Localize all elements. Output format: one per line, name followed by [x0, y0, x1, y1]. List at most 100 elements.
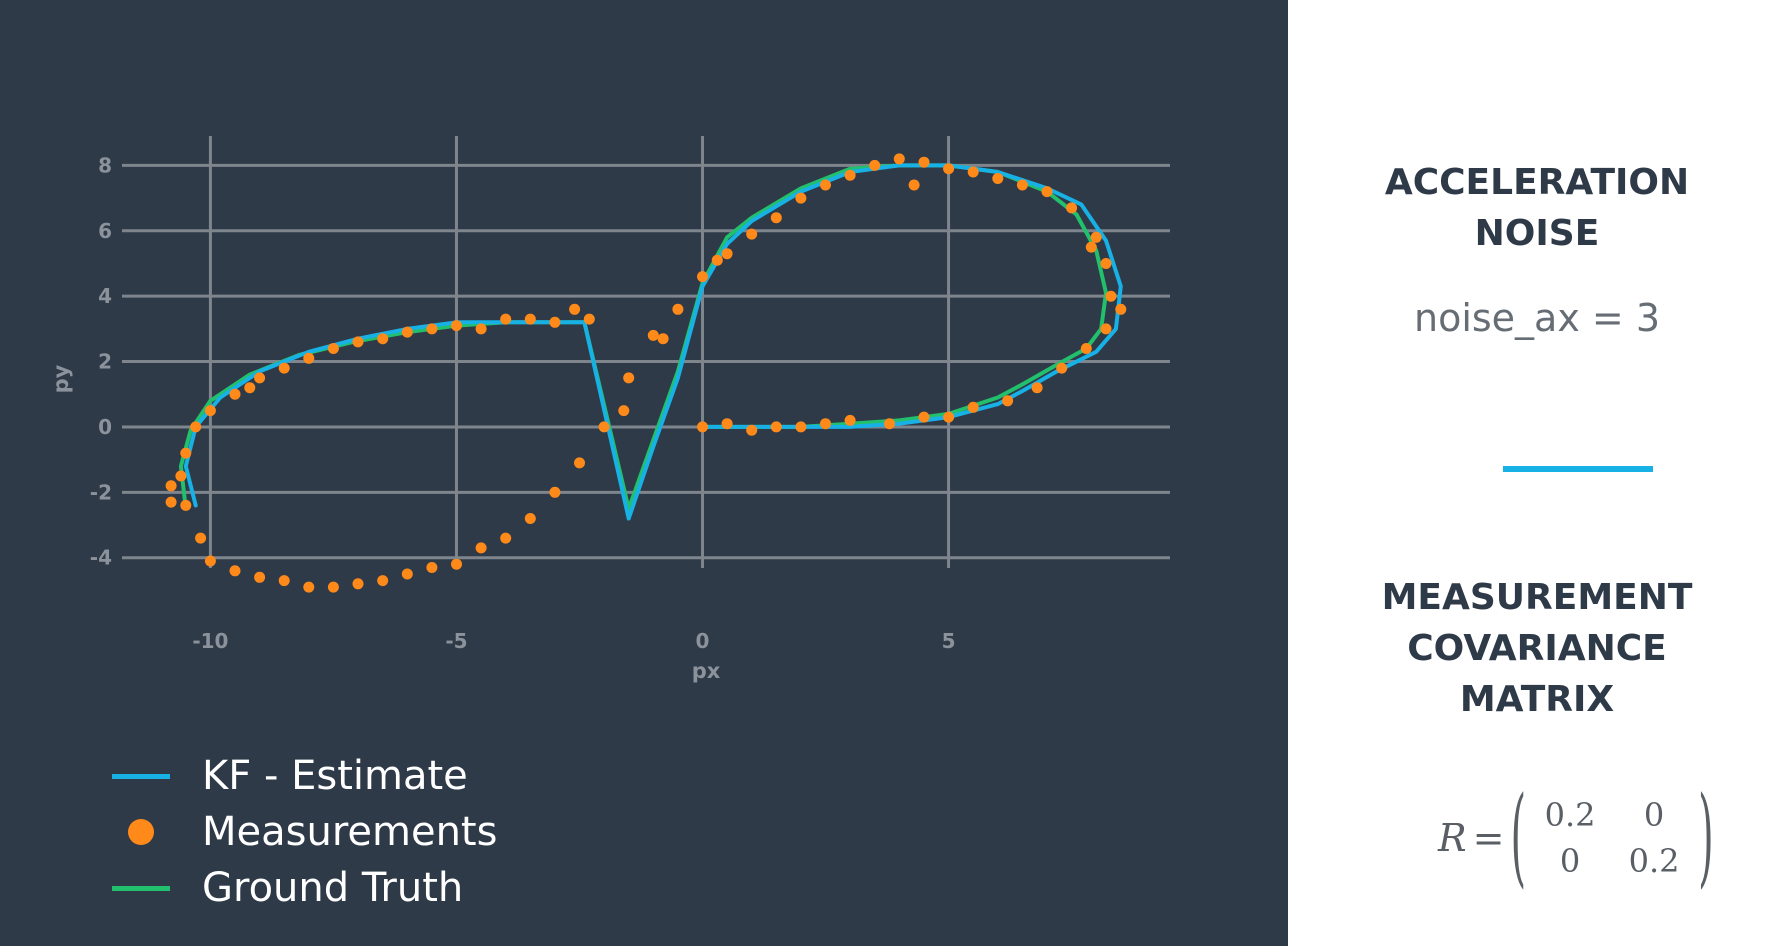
measurement-point: [451, 558, 462, 570]
measurement-point: [574, 457, 585, 469]
legend: KF - Estimate Measurements Ground Truth: [112, 748, 497, 916]
measurement-point: [820, 418, 831, 430]
measurement-point: [180, 499, 192, 511]
measurement-point: [1080, 343, 1092, 354]
matrix-cell: 0.2: [1544, 796, 1596, 834]
kf-estimate-swatch: [112, 773, 170, 779]
measurement-point: [820, 179, 831, 191]
series-line: [178, 163, 1108, 511]
measurement-point: [1066, 202, 1078, 214]
measurement-point: [1056, 362, 1068, 374]
measurement-point: [303, 581, 315, 593]
measurement-point: [377, 333, 389, 345]
measurement-point: [1100, 323, 1112, 335]
y-tick-label: -2: [90, 480, 112, 504]
measurement-point: [721, 418, 733, 430]
measurement-point: [618, 405, 630, 417]
measurement-point: [1105, 290, 1117, 302]
measurement-point: [352, 578, 364, 590]
right-paren: ): [1698, 775, 1714, 901]
x-axis-label: px: [692, 659, 721, 683]
measurement-point: [623, 372, 635, 384]
measurement-point: [908, 179, 920, 191]
covariance-matrix: R = ( 0.2 0 0 0.2 ): [1438, 782, 1714, 894]
legend-item-kf-estimate: KF - Estimate: [112, 748, 497, 804]
measurement-point: [569, 303, 581, 315]
measurement-point: [165, 480, 177, 492]
x-tick-label: 0: [696, 629, 710, 653]
measurement-point: [244, 382, 256, 394]
measurement-point: [1031, 382, 1043, 394]
measurement-point: [278, 362, 290, 374]
y-tick-label: -4: [90, 546, 112, 570]
acceleration-title-line2: NOISE: [1474, 213, 1600, 254]
legend-label-measurements: Measurements: [202, 809, 498, 855]
measurement-point: [918, 411, 930, 423]
measurement-point: [992, 173, 1004, 184]
measurement-point: [180, 447, 192, 459]
measurement-point: [426, 323, 438, 335]
parameters-panel: ACCELERATION NOISE noise_ax = 3 MEASUREM…: [1288, 0, 1786, 946]
y-axis-label: py: [49, 364, 73, 393]
acceleration-title-line1: ACCELERATION: [1384, 162, 1690, 203]
measurement-point: [943, 163, 955, 175]
measurement-title-line1: MEASUREMENT: [1381, 577, 1693, 618]
measurement-point: [672, 303, 684, 315]
measurements-swatch: [128, 819, 154, 845]
measurement-point: [524, 313, 536, 325]
measurement-title-line2: COVARIANCE: [1407, 628, 1667, 669]
measurement-point: [967, 166, 979, 178]
measurement-point: [1115, 303, 1127, 315]
ground-truth-swatch: [112, 885, 170, 891]
measurement-covariance-title: MEASUREMENT COVARIANCE MATRIX: [1288, 572, 1786, 725]
x-tick-label: 5: [942, 629, 956, 653]
measurement-point: [195, 532, 207, 544]
section-divider: [1503, 466, 1653, 472]
measurement-point: [549, 486, 561, 498]
measurement-point: [711, 254, 723, 266]
y-tick-label: 8: [98, 153, 112, 177]
measurement-point: [165, 496, 177, 508]
legend-label-kf-estimate: KF - Estimate: [202, 753, 468, 799]
y-tick-label: 6: [98, 219, 112, 243]
measurements-series: [165, 153, 1127, 593]
measurement-point: [204, 405, 216, 417]
tick-labels: -4 -2 0 2 4 6 8 -10 -5 0 5: [90, 153, 956, 653]
measurement-point: [327, 343, 339, 354]
y-tick-label: 4: [98, 284, 112, 308]
matrix-cell: 0: [1559, 842, 1581, 880]
measurement-point: [1002, 395, 1014, 407]
measurement-point: [352, 336, 364, 348]
measurement-point: [229, 388, 241, 400]
measurement-point: [647, 329, 659, 341]
measurement-point: [943, 411, 955, 423]
y-tick-label: 2: [98, 350, 112, 374]
measurement-point: [657, 333, 669, 345]
measurement-point: [278, 575, 290, 587]
trajectory-chart: -4 -2 0 2 4 6 8 -10 -5 0 5 px py: [49, 136, 1170, 683]
measurement-point: [327, 581, 339, 593]
measurement-point: [1041, 186, 1053, 198]
measurement-point: [401, 568, 413, 580]
legend-item-ground-truth: Ground Truth: [112, 860, 497, 916]
measurement-point: [426, 562, 438, 573]
measurement-point: [500, 532, 512, 544]
measurement-point: [229, 565, 241, 577]
measurement-point: [844, 169, 856, 181]
matrix-symbol: R: [1438, 816, 1467, 860]
measurement-point: [884, 418, 895, 430]
kf-estimate-series: [183, 163, 1123, 521]
measurement-point: [967, 401, 979, 413]
measurement-point: [795, 192, 807, 204]
measurement-point: [697, 421, 708, 433]
plot-panel: -4 -2 0 2 4 6 8 -10 -5 0 5 px py KF - Estimate Mea…: [0, 0, 1288, 946]
measurement-point: [844, 414, 856, 426]
x-tick-label: -10: [192, 629, 228, 653]
measurement-point: [746, 228, 758, 240]
matrix-entries: 0.2 0 0 0.2: [1528, 792, 1696, 884]
series-line: [183, 163, 1123, 521]
measurement-title-line3: MATRIX: [1459, 679, 1615, 720]
acceleration-noise-title: ACCELERATION NOISE: [1288, 157, 1786, 259]
measurement-point: [583, 313, 595, 325]
measurement-point: [795, 421, 807, 433]
